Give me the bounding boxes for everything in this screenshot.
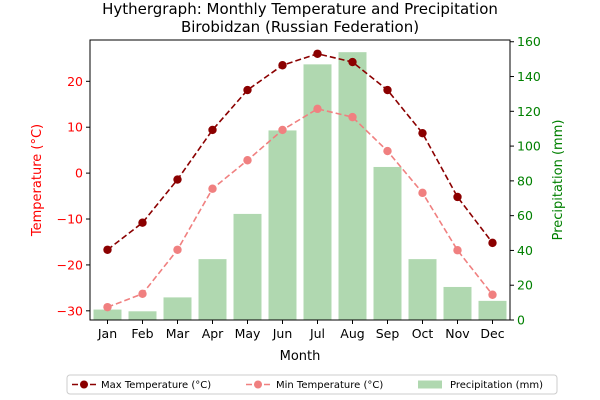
legend-frame [66,374,558,395]
precipitation-bar [233,213,262,320]
legend-min-marker [254,380,262,389]
x-axis-label: Month [280,349,321,364]
precipitation-bar [163,297,192,320]
max-temperature-point [208,125,217,135]
y-axis-right: 0 20 40 60 80 100 120 140 160 [510,34,541,328]
precipitation-bar [478,300,507,320]
x-tick-label: Mar [166,326,190,341]
y-left-tick-label: −10 [57,212,83,227]
min-temperature-point [488,290,497,299]
precipitation-bar [373,166,402,320]
max-temperature-point [243,85,252,95]
min-temperature-point [453,246,462,255]
x-axis: Jan Feb Mar Apr May Jun Jul Aug Sep Oct Nov Dec [97,320,505,341]
precipitation-bar [303,64,332,320]
legend-precip-swatch [418,380,442,389]
precipitation-bar [93,309,122,320]
y-axis-left: −30 −20 −10 0 10 20 [57,74,90,318]
precipitation-bar [198,259,227,320]
max-temperature-point [418,128,427,138]
max-temperature-point [138,218,147,227]
temperature-lines [103,49,497,312]
max-temperature-point [383,85,392,95]
legend: Max Temperature (°C) Min Temperature (°C)… [66,374,558,395]
precipitation-bar [268,130,297,320]
legend-min-label: Min Temperature (°C) [276,380,383,391]
y-right-tick-label: 0 [517,313,525,328]
x-tick-label: Feb [131,326,153,341]
precipitation-bar [443,286,472,320]
y-right-tick-label: 20 [517,278,533,293]
precipitation-bar [408,259,437,320]
x-tick-label: Oct [412,326,434,341]
y-right-tick-label: 40 [517,243,533,258]
x-tick-label: Aug [340,326,364,341]
x-tick-label: Apr [202,326,224,341]
x-tick-label: Jan [97,326,117,341]
min-temperature-point [418,188,427,198]
max-temperature-line [107,52,494,251]
min-temperature-point [313,104,322,114]
y-right-tick-label: 80 [517,173,533,188]
chart-subtitle: Birobidzan (Russian Federation) [181,18,419,36]
y-right-tick-label: 160 [517,34,541,49]
legend-max-label: Max Temperature (°C) [101,380,211,391]
x-tick-label: Dec [480,326,504,341]
precipitation-bars [93,52,507,320]
y-left-tick-label: −20 [57,257,83,272]
max-temperature-point [103,245,112,254]
x-tick-label: May [235,326,261,341]
y-left-tick-label: 0 [75,166,83,181]
precipitation-bar [128,311,157,320]
min-temperature-point [243,156,252,165]
max-temperature-point [453,192,462,202]
max-temperature-point [488,238,497,248]
max-temperature-point [278,61,287,70]
min-temperature-point [173,245,182,254]
x-tick-label: Nov [445,326,470,341]
y-right-tick-label: 60 [517,208,533,223]
x-tick-label: Jul [309,326,325,341]
x-tick-label: Sep [376,326,400,341]
min-temperature-point [103,302,112,312]
legend-max-marker [80,380,88,389]
y-left-tick-label: −30 [57,303,83,318]
y-left-tick-label: 10 [67,120,83,135]
y-left-tick-label: 20 [67,74,83,89]
min-temperature-point [278,125,287,135]
y-right-tick-label: 120 [517,104,541,119]
y-right-tick-label: 100 [517,139,541,154]
min-temperature-line [107,107,494,308]
legend-precip-label: Precipitation (mm) [450,380,543,391]
min-temperature-point [138,289,147,299]
max-temperature-point [313,49,322,58]
x-tick-label: Jun [272,326,293,341]
y-right-tick-label: 140 [517,69,541,84]
min-temperature-point [208,184,217,193]
min-temperature-point [348,112,357,122]
min-temperature-point [383,146,392,156]
max-temperature-point [348,57,357,67]
y-axis-left-label: Temperature (°C) [30,124,45,237]
chart-title: Hythergraph: Monthly Temperature and Pre… [102,0,498,18]
y-axis-right-label: Precipitation (mm) [551,120,566,241]
max-temperature-point [173,175,182,184]
precipitation-bar [338,52,367,320]
plot-area-frame [89,39,511,321]
